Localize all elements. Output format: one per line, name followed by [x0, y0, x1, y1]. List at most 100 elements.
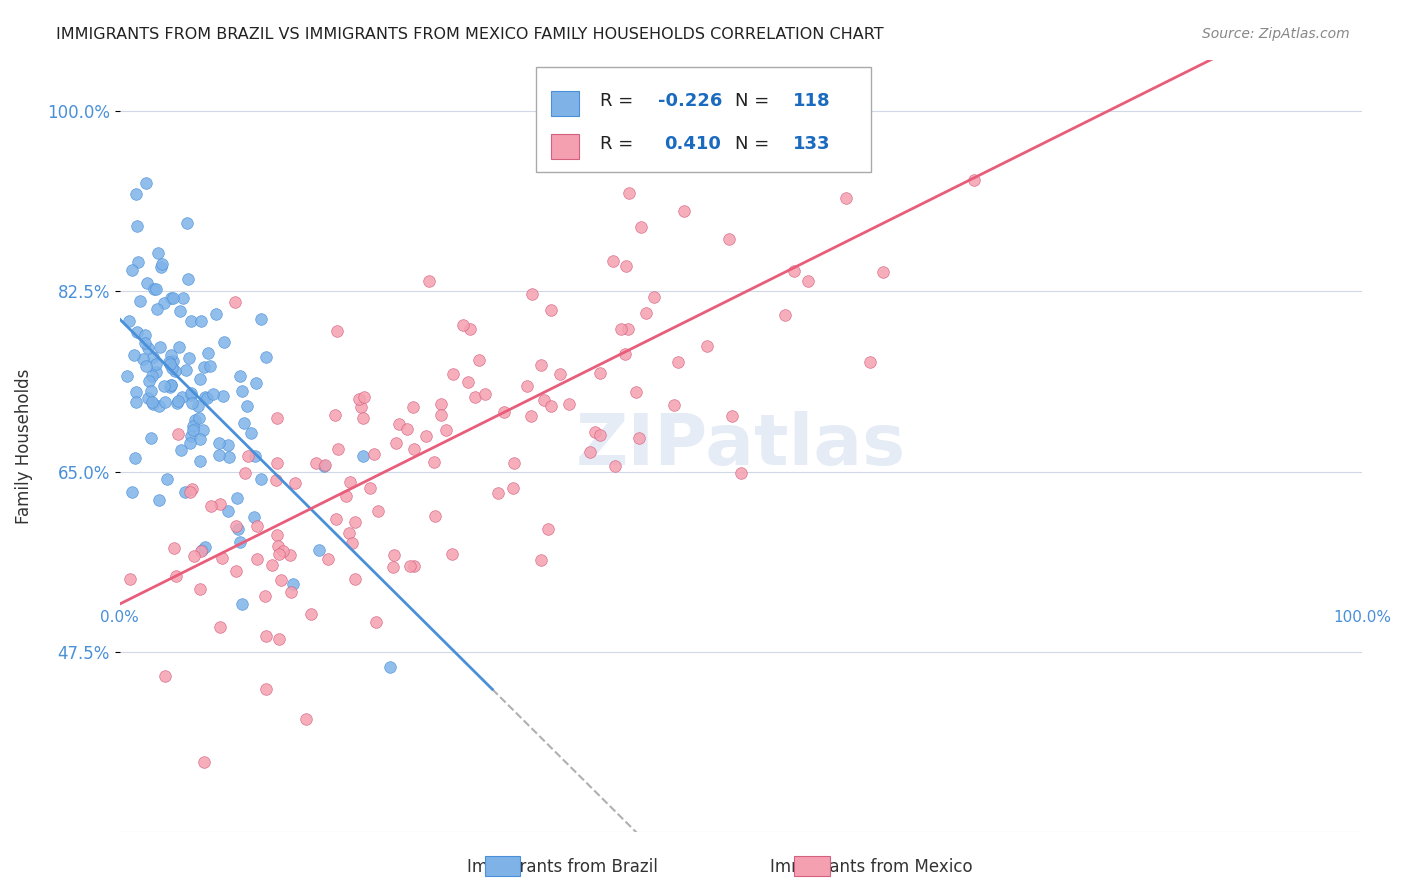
Point	[226, 491, 249, 505]
Point	[225, 564, 247, 578]
Point	[502, 456, 524, 470]
Text: 0.0%: 0.0%	[100, 610, 139, 624]
Point	[367, 504, 389, 518]
Point	[657, 130, 679, 145]
Point	[308, 542, 330, 557]
Point	[266, 411, 288, 425]
Point	[533, 392, 555, 407]
Point	[280, 584, 302, 599]
Point	[773, 308, 796, 322]
Point	[519, 409, 541, 423]
Text: Immigrants from Mexico: Immigrants from Mexico	[770, 858, 973, 876]
Point	[326, 324, 349, 338]
Point	[217, 438, 239, 452]
Point	[395, 422, 418, 436]
FancyBboxPatch shape	[551, 91, 579, 116]
Point	[160, 291, 183, 305]
Point	[662, 399, 685, 413]
Point	[136, 276, 159, 290]
Point	[174, 363, 197, 377]
Point	[267, 632, 290, 647]
Point	[156, 472, 179, 486]
Point	[181, 423, 204, 437]
Point	[630, 220, 652, 235]
Point	[194, 540, 217, 554]
Point	[174, 485, 197, 500]
Point	[250, 472, 273, 486]
Point	[132, 352, 155, 367]
Point	[163, 541, 186, 555]
Point	[179, 436, 201, 450]
Point	[224, 294, 246, 309]
Point	[305, 456, 328, 470]
Point	[441, 547, 464, 561]
Point	[797, 274, 820, 288]
Point	[364, 615, 387, 629]
Point	[783, 264, 806, 278]
Point	[121, 484, 143, 499]
Point	[187, 399, 209, 413]
Point	[610, 322, 633, 336]
Point	[229, 535, 252, 549]
Point	[124, 451, 146, 466]
Point	[557, 397, 579, 411]
Point	[388, 417, 411, 431]
Point	[121, 263, 143, 277]
Point	[138, 375, 160, 389]
Text: 100.0%: 100.0%	[1333, 610, 1391, 624]
Point	[264, 473, 287, 487]
Point	[254, 629, 277, 643]
Point	[148, 399, 170, 413]
Point	[353, 390, 375, 404]
Point	[246, 518, 269, 533]
Point	[385, 436, 408, 450]
Point	[160, 348, 183, 362]
Point	[458, 321, 481, 335]
Point	[150, 260, 173, 275]
Point	[197, 346, 219, 360]
Point	[464, 390, 486, 404]
Point	[415, 429, 437, 443]
Point	[540, 302, 562, 317]
Point	[188, 432, 211, 446]
Point	[153, 669, 176, 683]
Point	[614, 260, 637, 274]
Point	[190, 582, 212, 596]
Point	[120, 572, 142, 586]
Text: ZIPatlas: ZIPatlas	[575, 411, 905, 481]
Point	[626, 384, 648, 399]
Point	[280, 549, 302, 563]
Point	[250, 312, 273, 326]
Point	[176, 216, 198, 230]
Point	[399, 559, 422, 574]
Point	[125, 186, 148, 201]
Point	[451, 318, 474, 332]
Point	[200, 499, 222, 513]
Point	[253, 589, 276, 603]
Point	[602, 253, 624, 268]
Point	[236, 399, 259, 413]
Point	[231, 384, 253, 398]
Point	[217, 504, 239, 518]
Point	[267, 548, 290, 562]
Point	[172, 390, 194, 404]
Point	[190, 314, 212, 328]
Point	[184, 413, 207, 427]
Point	[720, 409, 742, 423]
Point	[254, 682, 277, 697]
Point	[246, 551, 269, 566]
Point	[492, 405, 515, 419]
Point	[200, 359, 222, 374]
Point	[159, 380, 181, 394]
Point	[352, 449, 374, 463]
Point	[231, 598, 253, 612]
Point	[212, 389, 235, 403]
Point	[537, 522, 560, 536]
Point	[363, 447, 385, 461]
Point	[145, 357, 167, 371]
Point	[382, 548, 405, 562]
Point	[314, 458, 336, 472]
Point	[617, 186, 640, 200]
Point	[318, 552, 340, 566]
Point	[323, 408, 346, 422]
